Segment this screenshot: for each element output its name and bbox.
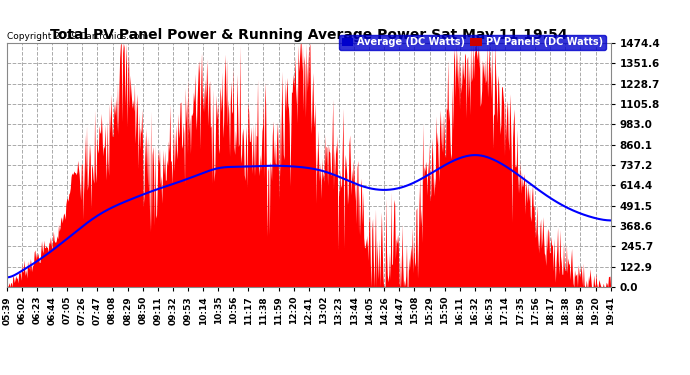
Title: Total PV Panel Power & Running Average Power Sat May 11 19:54: Total PV Panel Power & Running Average P… bbox=[50, 28, 568, 42]
Text: Copyright 2019 Cartronics.com: Copyright 2019 Cartronics.com bbox=[7, 32, 148, 41]
Legend: Average (DC Watts), PV Panels (DC Watts): Average (DC Watts), PV Panels (DC Watts) bbox=[339, 34, 606, 50]
